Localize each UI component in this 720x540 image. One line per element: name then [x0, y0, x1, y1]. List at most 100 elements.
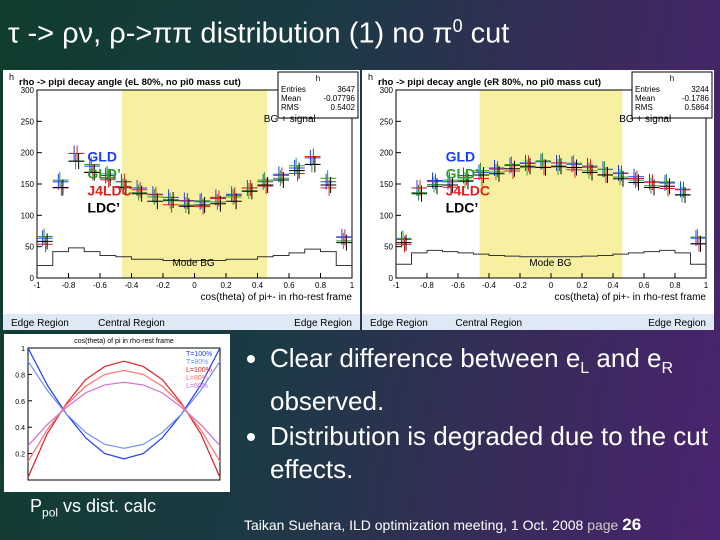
data-cross — [489, 163, 505, 180]
data-cross — [289, 162, 305, 179]
data-cross — [163, 189, 179, 206]
bg-label: Mode BG — [529, 258, 571, 269]
data-cross — [690, 229, 706, 246]
y-tick-label: 250 — [380, 117, 394, 126]
page-number: 26 — [622, 515, 642, 534]
data-cross — [442, 176, 458, 193]
data-cross — [147, 193, 163, 210]
region-label: Central Region — [98, 318, 165, 329]
data-cross — [489, 161, 505, 178]
stats-key: Mean — [635, 94, 655, 103]
data-cross — [473, 170, 489, 187]
data-cross — [273, 171, 289, 188]
x-axis-title: cos(theta) of pi+- in rho-rest frame — [201, 292, 353, 303]
stats-value: -0.1786 — [682, 94, 710, 103]
data-cross — [210, 195, 226, 212]
data-cross — [100, 171, 116, 188]
y-tick-label: 300 — [380, 86, 394, 95]
x-tick-label: 0 — [192, 281, 197, 290]
y-tick-label: 100 — [21, 211, 35, 220]
stats-value: 0.5402 — [331, 103, 356, 112]
data-cross — [535, 159, 551, 176]
y-tick-label: 1 — [21, 346, 25, 353]
data-cross — [304, 149, 321, 166]
data-cross — [37, 236, 53, 253]
calc-legend: T=100% — [186, 351, 212, 358]
stats-key: Entries — [635, 85, 660, 94]
stats-name: h — [316, 74, 320, 83]
calc-label: Ppol vs dist. calc — [30, 496, 156, 520]
data-cross — [115, 173, 132, 190]
data-cross — [210, 194, 226, 211]
calc-frame — [27, 347, 221, 481]
bullet-list: Clear difference between eL and eR obser… — [250, 342, 720, 488]
page-label: page — [587, 517, 619, 533]
title-main: τ -> ρν, ρ->ππ distribution (1) no π — [8, 17, 453, 50]
y-tick-label: 200 — [380, 149, 394, 158]
data-cross — [613, 168, 629, 185]
data-cross — [690, 235, 706, 252]
y-tick-label: 100 — [380, 211, 394, 220]
x-tick-label: -1 — [33, 281, 41, 290]
data-cross — [304, 148, 321, 165]
x-tick-label: 0.8 — [315, 281, 327, 290]
region-strip — [362, 314, 714, 330]
bullet-text: and e — [589, 343, 662, 373]
data-cross — [257, 173, 274, 190]
x-tick-label: 0.8 — [669, 281, 681, 290]
data-cross — [84, 164, 100, 181]
legend-entry: J4LDC — [446, 182, 490, 198]
data-cross — [320, 176, 337, 193]
y-tick-label: 150 — [21, 180, 35, 189]
plot-header: rho -> pipi decay angle (eR 80%, no pi0 … — [378, 77, 601, 88]
calc-legend: T=80% — [186, 359, 208, 366]
data-cross — [458, 172, 474, 189]
bullet-sub: R — [661, 360, 674, 378]
x-tick-label: -0.8 — [420, 281, 434, 290]
data-cross — [520, 155, 536, 172]
data-cross — [226, 186, 242, 203]
data-cross — [411, 184, 427, 201]
data-cross — [147, 189, 163, 206]
data-cross — [52, 179, 69, 196]
data-cross — [320, 179, 337, 196]
slide-title: τ -> ρν, ρ->ππ distribution (1) no π0 cu… — [8, 16, 509, 51]
x-tick-label: -1 — [392, 281, 400, 290]
data-cross — [115, 179, 132, 196]
stats-value: 3647 — [337, 85, 355, 94]
data-cross — [644, 177, 660, 194]
data-cross — [504, 162, 520, 179]
data-cross — [582, 164, 598, 181]
stats-value: -0.07796 — [323, 94, 355, 103]
x-tick-label: -0.8 — [62, 281, 76, 290]
stats-name: h — [670, 74, 674, 83]
legend-entry: GLD’ — [446, 165, 479, 181]
central-region — [122, 90, 267, 278]
data-cross — [628, 174, 644, 191]
y-tick-label: 0 — [389, 274, 394, 283]
x-tick-label: -0.4 — [482, 281, 496, 290]
data-cross — [131, 184, 148, 201]
bg-label: Mode BG — [172, 258, 214, 269]
data-cross — [427, 173, 443, 190]
x-tick-label: 1 — [704, 281, 709, 290]
data-cross — [504, 160, 520, 177]
bullet-sub: L — [580, 360, 590, 378]
title-end: cut — [462, 17, 510, 50]
x-tick-label: 0.2 — [220, 281, 232, 290]
footer: Taikan Suehara, ILD optimization meeting… — [244, 515, 641, 535]
calc-label-end: vs dist. calc — [58, 496, 157, 516]
central-region — [479, 90, 623, 278]
data-cross — [473, 164, 489, 181]
data-cross — [226, 193, 242, 210]
data-cross — [582, 162, 598, 179]
y-tick-label: 0.8 — [15, 372, 25, 379]
data-cross — [241, 183, 258, 200]
data-cross — [659, 178, 675, 195]
x-tick-label: -0.6 — [451, 281, 465, 290]
data-cross — [535, 152, 551, 169]
data-cross — [582, 158, 598, 175]
region-label: Edge Region — [648, 318, 706, 329]
region-label: Edge Region — [370, 318, 428, 329]
